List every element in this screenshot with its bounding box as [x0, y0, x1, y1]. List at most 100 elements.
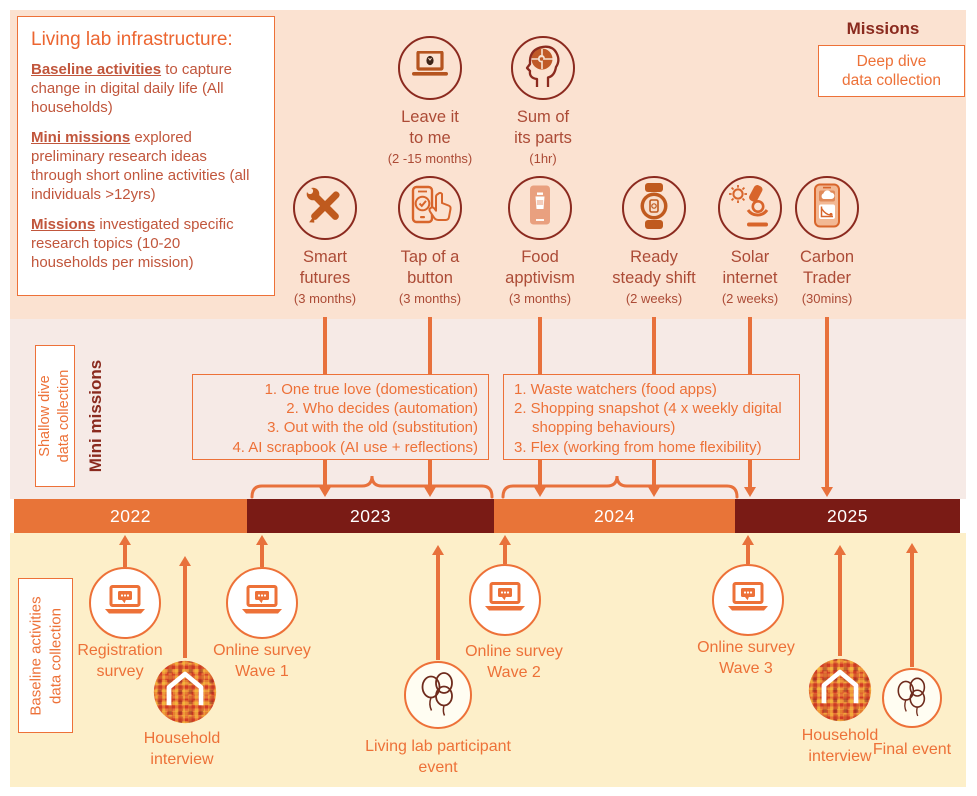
deep-dive-box: Deep dive data collection: [818, 45, 965, 97]
mission-duration: (3 months): [508, 290, 572, 306]
mission-circle: [293, 176, 357, 240]
household-interview-1-label: Household interview: [143, 730, 221, 768]
mission-duration: (3 months): [293, 290, 357, 306]
online-survey-wave2-label: Online survey Wave 2: [465, 643, 563, 681]
mission-duration: (2 weeks): [721, 290, 779, 306]
final-event-circle: [882, 668, 942, 728]
shallow-dive-label: Shallow dive data collection: [36, 370, 74, 463]
arrow-up-icon: [906, 543, 918, 553]
arrow-down-icon: [648, 487, 660, 497]
house-mosaic-icon: [807, 658, 873, 727]
deep-dive-line1: Deep dive: [856, 52, 927, 70]
connector-line: [910, 552, 914, 667]
mission-solar-internet: Solar internet (2 weeks): [690, 176, 810, 306]
shallow-dive-box: Shallow dive data collection: [35, 345, 75, 487]
living-lab-event-circle: [404, 661, 472, 729]
mission-carbon-trader: Carbon Trader (30mins): [767, 176, 887, 306]
mission-label: Tap of a button: [400, 248, 460, 288]
final-event-label: Final event: [872, 741, 952, 758]
shallow-dive-line2: data collection: [56, 369, 72, 463]
connector-line: [183, 565, 187, 658]
head-puzzle-icon: [523, 43, 563, 94]
brace-2023: [250, 475, 494, 499]
arrow-down-icon: [821, 487, 833, 497]
mission-circle: [508, 176, 572, 240]
baseline-activities-box: Baseline activities data collection: [18, 578, 73, 733]
year-segment-2025: 2025: [735, 499, 960, 533]
connector-line: [436, 554, 440, 660]
laptop-chat-icon: [482, 582, 528, 618]
mini-mission-item: 1. One true love (domestication): [264, 381, 478, 398]
online-survey-wave2-circle: [469, 564, 541, 636]
infobox-text-minimissions: explored preliminary research ideas thro…: [31, 129, 250, 204]
mission-leave-it-to-me: Leave it to me (2 -15 months): [370, 36, 490, 166]
mission-label: Ready steady shift: [612, 248, 696, 288]
mission-circle: [398, 176, 462, 240]
mission-duration: (2 weeks): [625, 290, 683, 306]
year-segment-2024: 2024: [494, 499, 735, 533]
arrow-up-icon: [256, 535, 268, 545]
infobox-paragraph-baseline: Baseline activities to capture change in…: [31, 60, 261, 117]
mini-missions-box-2024: 1. Waste watchers (food apps) 2. Shoppin…: [503, 374, 800, 460]
mission-smart-futures: Smart futures (3 months): [265, 176, 385, 306]
mission-circle: [511, 36, 575, 100]
mission-circle: [622, 176, 686, 240]
mission-duration: (1hr): [529, 150, 557, 166]
connector-line: [260, 544, 264, 567]
arrow-up-icon: [499, 535, 511, 545]
online-survey-wave3-label: Online survey Wave 3: [697, 639, 795, 677]
shallow-dive-line1: Shallow dive: [37, 375, 54, 457]
arrow-down-icon: [319, 487, 331, 497]
infobox-text-baseline: to capture change in digital daily life …: [31, 61, 232, 117]
mission-label: Leave it to me: [401, 108, 459, 148]
connector-line: [503, 544, 507, 564]
balloons-icon: [414, 667, 462, 724]
phone-food-icon: [522, 184, 558, 233]
infobox-paragraph-minimissions: Mini missions explored preliminary resea…: [31, 128, 261, 204]
laptop-chat-icon: [102, 585, 148, 621]
mini-mission-item: 2. Shopping snapshot (4 x weekly digital…: [514, 400, 782, 437]
infobox-lead-minimissions: Mini missions: [31, 129, 131, 147]
mission-label: Food apptivism: [505, 248, 575, 288]
arrow-down-icon: [534, 487, 546, 497]
infobox-lead-baseline: Baseline activities: [31, 61, 162, 78]
infobox-text-missions: investigated specific research topics (1…: [31, 216, 234, 272]
missions-heading: Missions: [846, 19, 920, 38]
arrow-down-icon: [424, 487, 436, 497]
year-segment-2023: 2023: [247, 499, 494, 533]
year-label: 2025: [827, 505, 868, 526]
arrow-up-icon: [742, 535, 754, 545]
online-survey-wave3-circle: [712, 564, 784, 636]
mission-label: Smart futures: [299, 248, 351, 288]
laptop-chat-icon: [725, 582, 771, 618]
year-segment-2022: 2022: [14, 499, 247, 533]
mini-mission-item: 3. Flex (working from home flexibility): [514, 438, 762, 456]
connector-line: [838, 554, 842, 656]
infobox-title: Living lab infrastructure:: [31, 29, 233, 50]
mission-duration: (2 -15 months): [387, 150, 473, 166]
mission-circle: [718, 176, 782, 240]
mission-label: Sum of its parts: [514, 108, 572, 148]
mission-food-apptivism: Food apptivism (3 months): [480, 176, 600, 306]
arrow-up-icon: [432, 545, 444, 555]
tools-icon: [303, 184, 347, 233]
registration-survey-circle: [89, 567, 161, 639]
connector-line: [746, 544, 750, 564]
mission-circle: [795, 176, 859, 240]
mini-mission-item: 3. Out with the old (substitution): [267, 419, 478, 437]
arrow-down-icon: [744, 487, 756, 497]
arrow-up-icon: [834, 545, 846, 555]
balloons-icon: [890, 673, 934, 724]
online-survey-wave1-circle: [226, 567, 298, 639]
registration-survey-label: Registration survey: [77, 642, 163, 680]
microscope-sun-icon: [727, 184, 773, 233]
mission-label: Solar internet: [722, 248, 778, 288]
house-mosaic-icon: [152, 660, 218, 729]
mission-ready-steady-shift: Ready steady shift (2 weeks): [594, 176, 714, 306]
infobox-paragraph-missions: Missions investigated specific research …: [31, 215, 261, 272]
infobox-lead-missions: Missions: [31, 216, 96, 234]
arrow-up-icon: [119, 535, 131, 545]
year-label: 2023: [350, 505, 391, 526]
household-interview-2-label: Household interview: [801, 727, 879, 765]
mini-missions-box-2023: 1. One true love (domestication) 2. Who …: [192, 374, 489, 460]
